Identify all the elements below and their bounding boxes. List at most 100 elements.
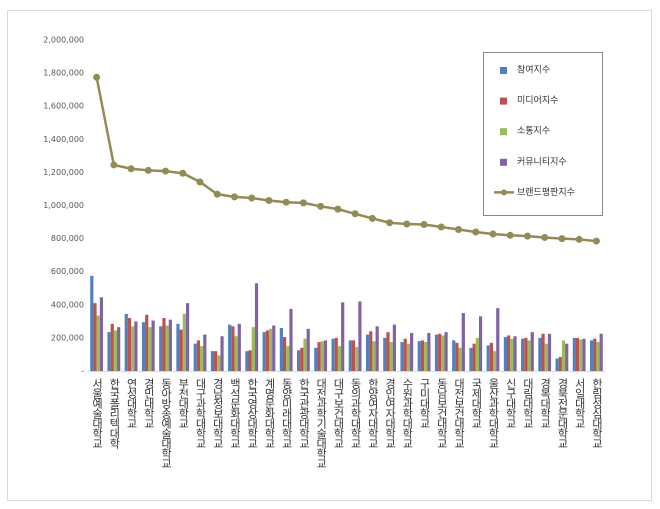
- bar: [200, 346, 204, 371]
- line-point: [541, 233, 549, 241]
- line-point: [144, 166, 152, 174]
- bar: [334, 337, 338, 371]
- bar: [314, 347, 318, 371]
- bar: [320, 341, 324, 371]
- y-tick-label: 600,000: [51, 267, 84, 276]
- y-tick-label: 1,400,000: [43, 135, 84, 144]
- bar: [434, 334, 439, 371]
- bar: [262, 332, 266, 371]
- bar: [289, 308, 293, 371]
- x-tick-label: 구미대학교: [418, 378, 431, 428]
- bar: [369, 331, 373, 371]
- bar: [203, 334, 207, 371]
- line-point: [523, 232, 531, 240]
- x-tick-label: 부천대학교: [177, 378, 190, 428]
- bar: [510, 338, 514, 371]
- bar: [486, 345, 490, 371]
- x-tick-label: 대전보건대학교: [453, 378, 466, 448]
- line-point: [403, 220, 411, 228]
- bar: [355, 347, 359, 371]
- bar: [245, 351, 249, 371]
- bar: [131, 326, 135, 371]
- bar: [420, 340, 425, 371]
- bar: [575, 337, 580, 371]
- bar: [406, 343, 411, 371]
- line-point: [575, 235, 583, 243]
- x-tick-label: 동양미래대학교: [280, 378, 293, 448]
- bar: [351, 340, 356, 371]
- bar: [521, 338, 525, 371]
- x-tick-label: 동남보건대학교: [435, 378, 448, 448]
- bar: [372, 341, 376, 371]
- bar: [589, 340, 594, 371]
- bar: [168, 319, 172, 371]
- bar: [527, 340, 531, 371]
- bar: [593, 338, 597, 371]
- bar: [492, 351, 497, 371]
- x-tick-label: 국제대학교: [470, 378, 483, 428]
- bar: [110, 323, 114, 371]
- line-point: [162, 167, 170, 175]
- bar: [561, 340, 566, 371]
- line-point: [334, 205, 342, 213]
- legend-label: 브랜드평판지수: [517, 187, 575, 198]
- bar: [286, 346, 290, 371]
- bar: [303, 338, 307, 371]
- bar: [210, 351, 215, 371]
- bar: [469, 347, 473, 371]
- bar: [217, 355, 221, 371]
- bar: [317, 342, 321, 371]
- line-point: [110, 161, 118, 169]
- line-point: [455, 225, 463, 233]
- bar: [141, 322, 146, 371]
- line-point: [437, 223, 445, 231]
- bar: [513, 336, 517, 371]
- bar: [220, 336, 224, 371]
- bar: [248, 350, 252, 371]
- line-point: [489, 230, 497, 238]
- bar: [228, 324, 232, 371]
- bar: [392, 324, 396, 371]
- x-tick-label: 백석문화대학교: [228, 378, 241, 448]
- legend-swatch: [500, 67, 507, 74]
- x-tick-label: 대전과학기술대학교: [315, 378, 328, 468]
- y-tick-label: 1,000,000: [43, 201, 84, 210]
- bar: [417, 341, 421, 371]
- legend-label: 미디어지수: [517, 95, 558, 106]
- x-tick-label: 동의과학대학교: [349, 378, 362, 448]
- bar: [179, 329, 183, 371]
- bar: [544, 343, 548, 371]
- x-tick-label: 울산과학대학교: [487, 378, 500, 448]
- line-point: [592, 237, 600, 245]
- bar: [251, 327, 255, 371]
- bar: [389, 342, 393, 371]
- bar: [107, 332, 111, 371]
- bar: [475, 337, 479, 371]
- bar: [272, 325, 276, 371]
- bar: [151, 320, 155, 371]
- bar: [427, 332, 431, 371]
- x-tick-label: 경복대학교: [539, 378, 552, 428]
- x-tick-label: 한국폴리텍대학: [108, 378, 121, 449]
- bar: [555, 358, 559, 371]
- bar: [455, 342, 459, 371]
- bar: [503, 337, 508, 371]
- x-tick-label: 한양여자대학교: [366, 378, 379, 448]
- bar: [358, 301, 362, 371]
- bar: [279, 327, 283, 371]
- bar: [441, 335, 445, 371]
- x-tick-label: 대림대학교: [521, 378, 534, 428]
- line-point: [317, 202, 325, 210]
- bar: [185, 303, 190, 371]
- bar: [162, 318, 166, 371]
- bar: [193, 343, 197, 371]
- line-point: [506, 231, 514, 239]
- bar: [297, 350, 301, 371]
- bar: [282, 337, 287, 371]
- x-tick-label: 경남정보대학교: [211, 378, 224, 448]
- bar: [489, 342, 493, 371]
- bar: [148, 327, 152, 371]
- bar: [300, 347, 304, 371]
- bar: [196, 340, 201, 371]
- x-tick-label: 대구과학대학교: [194, 378, 207, 448]
